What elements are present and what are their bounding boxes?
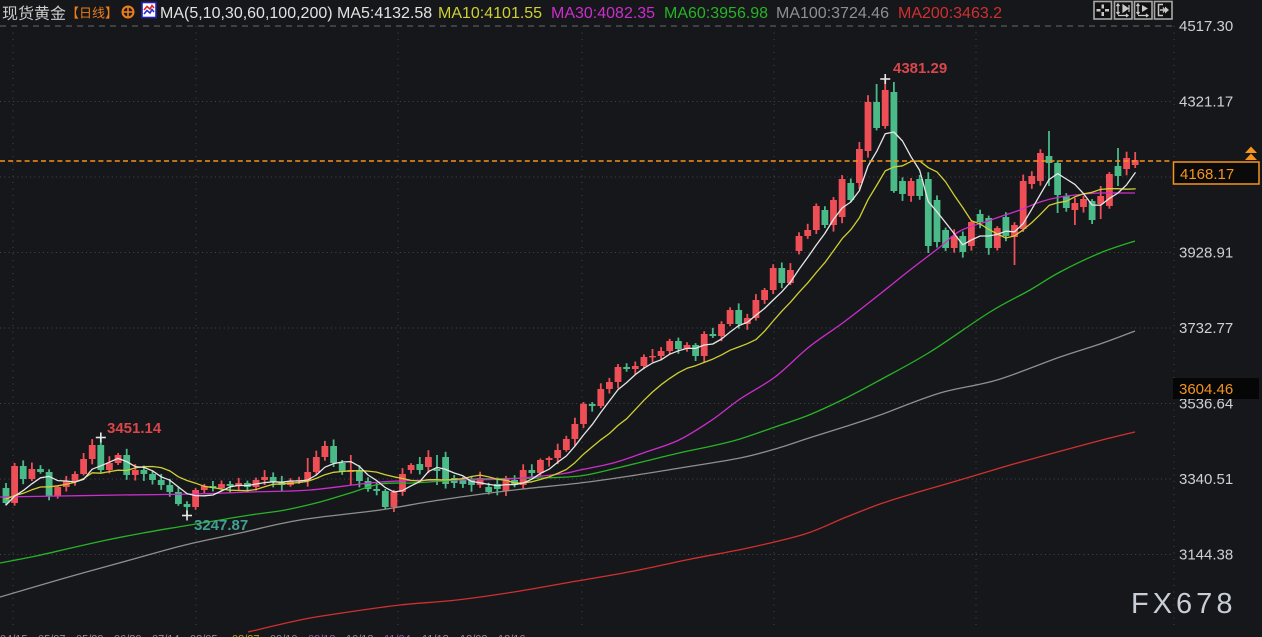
svg-text:12/16: 12/16 (498, 634, 526, 637)
svg-text:12/02: 12/02 (460, 634, 488, 637)
svg-text:3536.64: 3536.64 (1179, 396, 1233, 413)
svg-text:3451.14: 3451.14 (107, 420, 162, 437)
svg-text:3732.77: 3732.77 (1179, 320, 1233, 337)
svg-text:3928.91: 3928.91 (1179, 245, 1233, 262)
svg-text:05/29: 05/29 (76, 634, 104, 637)
svg-text:11/04: 11/04 (384, 634, 411, 637)
svg-text:08/27: 08/27 (232, 634, 260, 637)
svg-text:04/15: 04/15 (0, 634, 28, 637)
svg-text:3144.38: 3144.38 (1179, 547, 1233, 564)
svg-text:11/18: 11/18 (422, 634, 449, 637)
svg-text:4168.17: 4168.17 (1180, 166, 1234, 183)
svg-text:MA(5,10,30,60,100,200): MA(5,10,30,60,100,200) (160, 5, 333, 22)
svg-text:FX678: FX678 (1131, 588, 1236, 620)
svg-text:3247.87: 3247.87 (194, 517, 248, 534)
svg-text:MA5:4132.58: MA5:4132.58 (337, 5, 432, 22)
svg-text:MA200:3463.2: MA200:3463.2 (898, 5, 1002, 22)
svg-text:06/20: 06/20 (114, 634, 142, 637)
svg-text:4321.17: 4321.17 (1179, 94, 1233, 111)
svg-text:10/13: 10/13 (346, 634, 374, 637)
svg-text:09/18: 09/18 (308, 634, 336, 637)
svg-text:05/07: 05/07 (38, 634, 66, 637)
svg-text:4381.29: 4381.29 (893, 60, 947, 77)
svg-text:4517.30: 4517.30 (1179, 18, 1233, 35)
svg-text:07/14: 07/14 (152, 634, 180, 637)
svg-text:3604.46: 3604.46 (1179, 381, 1233, 398)
svg-text:09/10: 09/10 (270, 634, 298, 637)
svg-text:MA60:3956.98: MA60:3956.98 (664, 5, 768, 22)
svg-text:08/05: 08/05 (190, 634, 218, 637)
svg-text:MA10:4101.55: MA10:4101.55 (438, 5, 542, 22)
svg-text:MA30:4082.35: MA30:4082.35 (551, 5, 655, 22)
svg-text:MA100:3724.46: MA100:3724.46 (776, 5, 889, 22)
svg-text:3340.51: 3340.51 (1179, 471, 1233, 488)
